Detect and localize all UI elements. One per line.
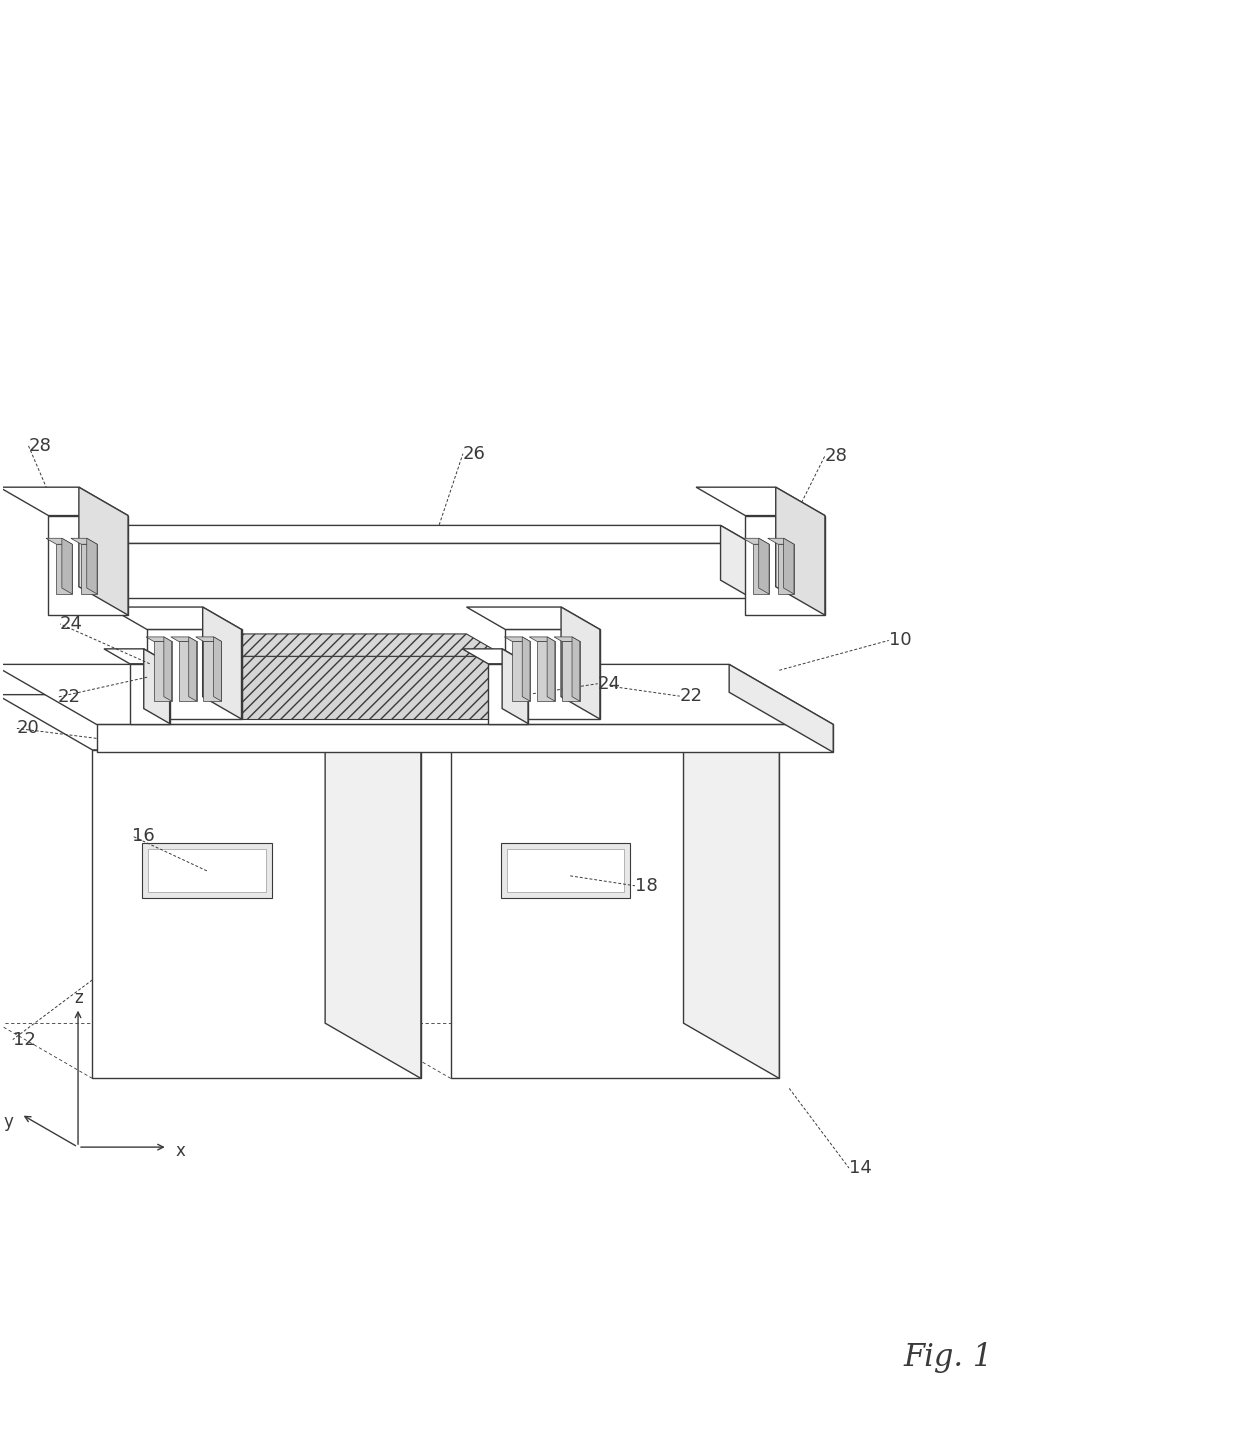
Polygon shape: [92, 750, 420, 1079]
Polygon shape: [202, 633, 506, 657]
Text: y: y: [4, 1114, 14, 1131]
Polygon shape: [114, 543, 751, 598]
Polygon shape: [202, 607, 242, 719]
Polygon shape: [720, 526, 751, 598]
Text: 28: 28: [29, 437, 51, 454]
Polygon shape: [729, 664, 833, 753]
Polygon shape: [0, 664, 833, 725]
Polygon shape: [355, 695, 779, 750]
Polygon shape: [79, 488, 128, 614]
Polygon shape: [62, 539, 72, 594]
Polygon shape: [451, 750, 779, 1079]
Text: Fig. 1: Fig. 1: [904, 1341, 993, 1373]
Polygon shape: [148, 849, 265, 891]
Text: z: z: [74, 989, 83, 1006]
Polygon shape: [325, 695, 420, 1079]
Polygon shape: [501, 843, 630, 898]
Text: 24: 24: [60, 614, 83, 633]
Text: 28: 28: [825, 447, 848, 464]
Polygon shape: [71, 539, 97, 545]
Polygon shape: [768, 539, 794, 545]
Polygon shape: [776, 488, 825, 614]
Polygon shape: [56, 545, 72, 594]
Polygon shape: [554, 636, 580, 642]
Text: 20: 20: [17, 719, 40, 737]
Polygon shape: [537, 642, 554, 702]
Polygon shape: [696, 488, 825, 515]
Polygon shape: [203, 642, 222, 702]
Text: 16: 16: [133, 827, 155, 844]
Text: 10: 10: [889, 632, 911, 649]
Polygon shape: [745, 515, 825, 614]
Polygon shape: [87, 539, 97, 594]
Polygon shape: [562, 642, 580, 702]
Polygon shape: [146, 629, 242, 719]
Polygon shape: [463, 649, 528, 664]
Polygon shape: [784, 539, 794, 594]
Text: 24: 24: [598, 674, 621, 693]
Polygon shape: [547, 636, 554, 702]
Polygon shape: [143, 843, 272, 898]
Polygon shape: [759, 539, 769, 594]
Polygon shape: [46, 539, 72, 545]
Polygon shape: [0, 488, 128, 515]
Polygon shape: [213, 636, 222, 702]
Polygon shape: [97, 725, 833, 753]
Text: x: x: [176, 1142, 186, 1160]
Polygon shape: [502, 649, 528, 724]
Polygon shape: [489, 664, 528, 724]
Polygon shape: [144, 649, 170, 724]
Text: 12: 12: [12, 1031, 36, 1048]
Polygon shape: [529, 636, 554, 642]
Polygon shape: [242, 657, 506, 719]
Polygon shape: [505, 636, 529, 642]
Text: 14: 14: [849, 1159, 872, 1176]
Text: 22: 22: [680, 687, 703, 705]
Polygon shape: [83, 526, 751, 543]
Polygon shape: [753, 545, 769, 594]
Polygon shape: [154, 642, 171, 702]
Polygon shape: [196, 636, 222, 642]
Polygon shape: [466, 607, 600, 629]
Polygon shape: [179, 642, 196, 702]
Polygon shape: [572, 636, 580, 702]
Polygon shape: [130, 664, 170, 724]
Polygon shape: [104, 649, 170, 664]
Polygon shape: [164, 636, 171, 702]
Text: 18: 18: [635, 877, 657, 895]
Polygon shape: [506, 629, 600, 719]
Polygon shape: [0, 695, 420, 750]
Polygon shape: [743, 539, 769, 545]
Polygon shape: [171, 636, 196, 642]
Polygon shape: [146, 636, 171, 642]
Text: 22: 22: [57, 689, 81, 706]
Polygon shape: [506, 849, 624, 891]
Text: 26: 26: [463, 444, 486, 463]
Polygon shape: [683, 695, 779, 1079]
Polygon shape: [188, 636, 196, 702]
Polygon shape: [48, 515, 128, 614]
Polygon shape: [512, 642, 529, 702]
Polygon shape: [108, 607, 242, 629]
Polygon shape: [81, 545, 97, 594]
Polygon shape: [560, 607, 600, 719]
Polygon shape: [522, 636, 529, 702]
Polygon shape: [777, 545, 794, 594]
